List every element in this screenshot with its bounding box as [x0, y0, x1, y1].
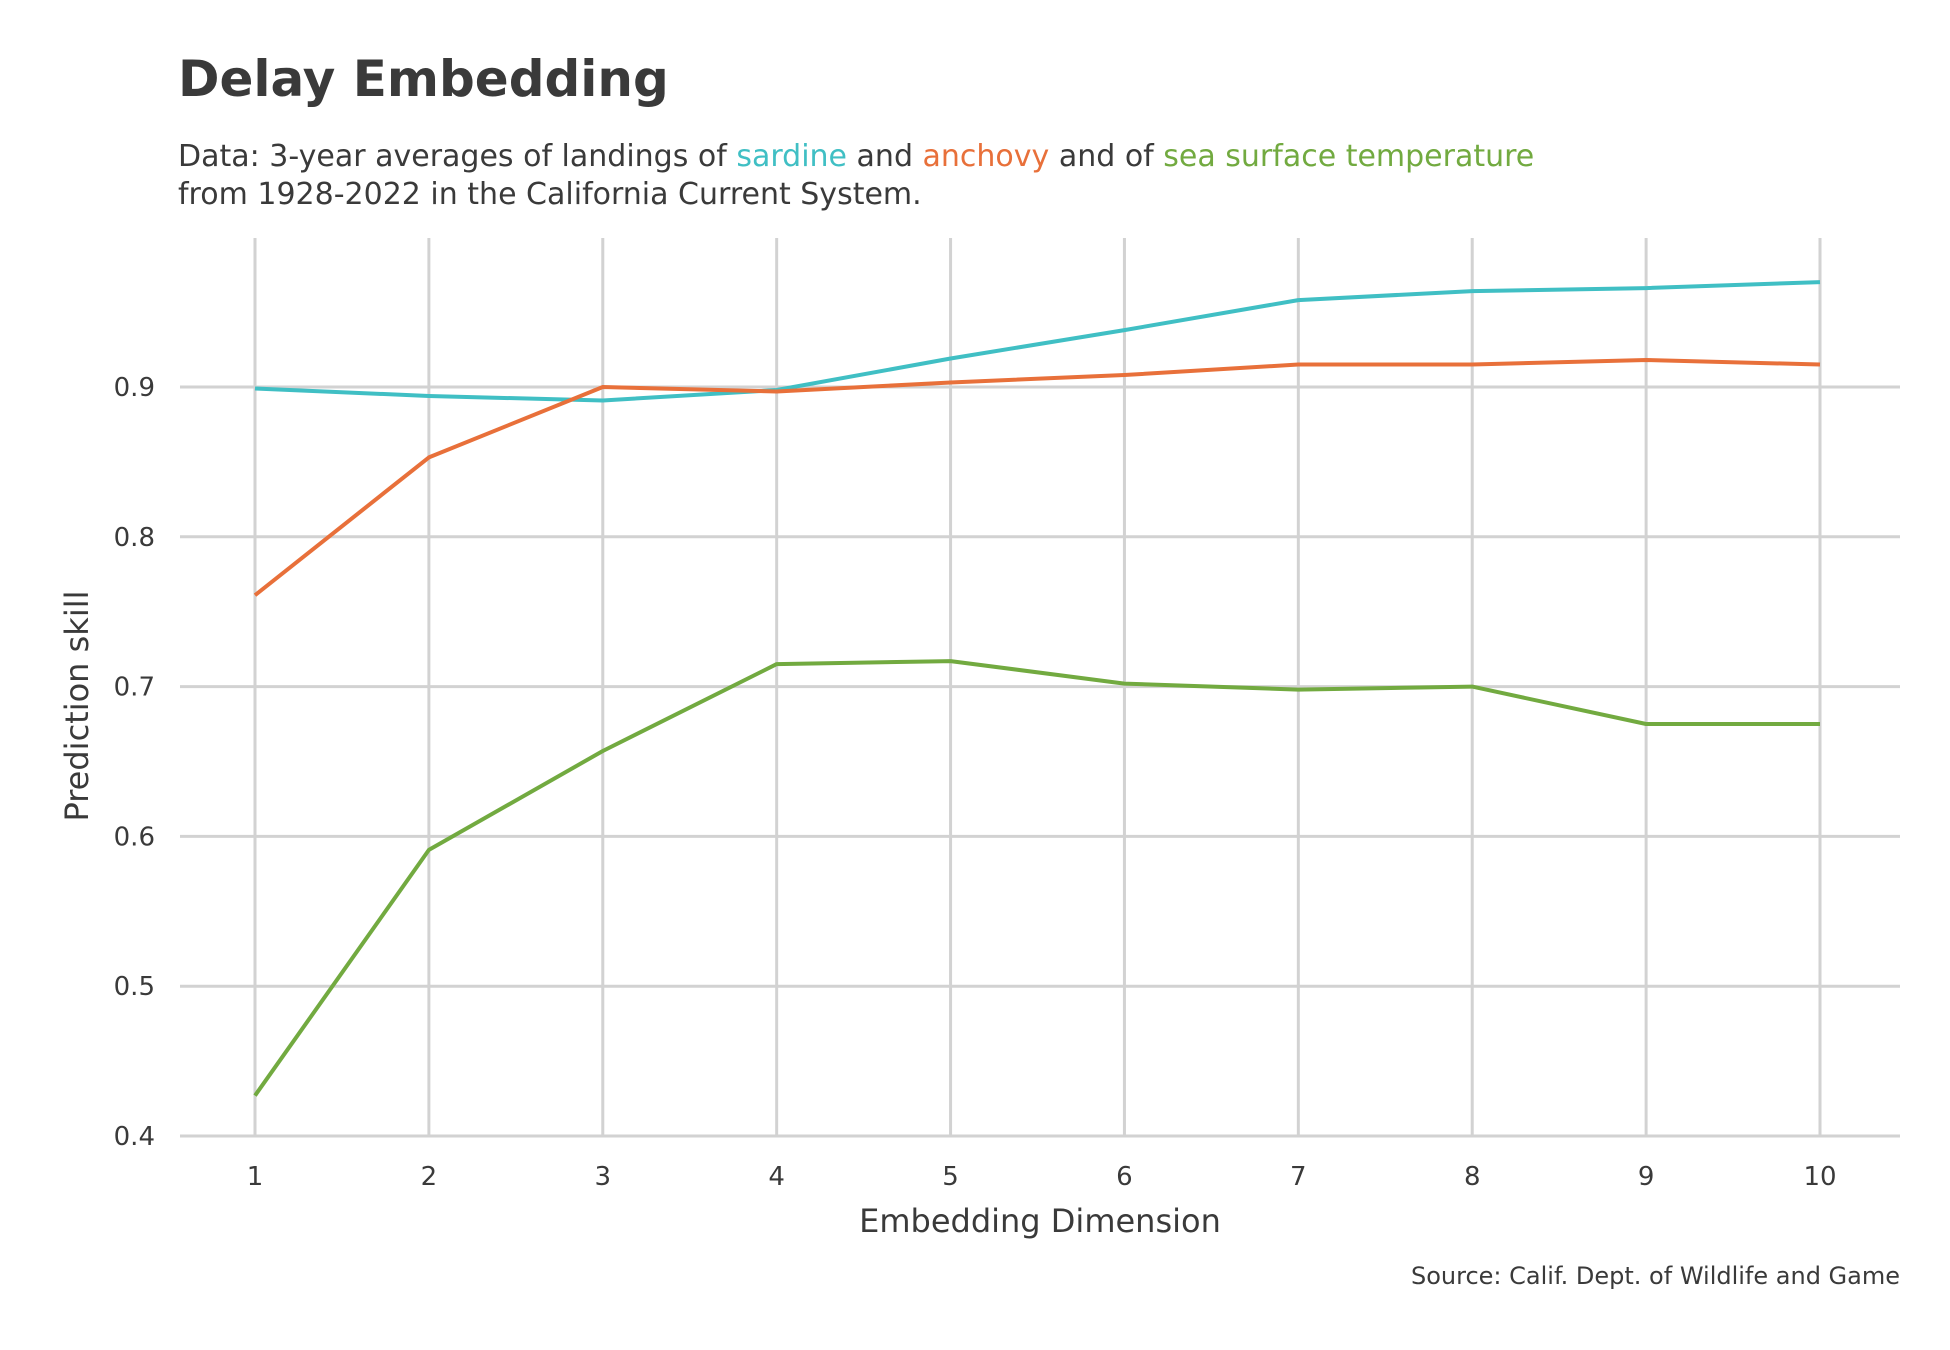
- series-line-sea-surface-temperature: [253, 659, 1820, 1097]
- y-tick-label: 0.6: [114, 822, 155, 852]
- subtitle-sst: sea surface temperature: [1163, 139, 1535, 174]
- x-tick-label: 4: [768, 1162, 785, 1192]
- x-tick-label: 10: [1803, 1162, 1836, 1192]
- subtitle-text: and: [847, 139, 923, 174]
- y-tick-label: 0.5: [114, 972, 155, 1002]
- subtitle-text: and of: [1049, 139, 1164, 174]
- x-tick-label: 7: [1290, 1162, 1307, 1192]
- chart-subtitle: Data: 3-year averages of landings of sar…: [178, 138, 1534, 214]
- source-caption: Source: Calif. Dept. of Wildlife and Gam…: [1411, 1262, 1900, 1290]
- x-tick-label: 8: [1464, 1162, 1481, 1192]
- series-lines: [253, 280, 1821, 1097]
- y-tick-label: 0.4: [114, 1122, 155, 1152]
- subtitle-text: Data: 3-year averages of landings of: [178, 139, 737, 174]
- x-tick-labels: 1 2 3 4 5 6 7 8 9 10: [247, 1162, 1837, 1192]
- series-line-anchovy: [253, 358, 1821, 597]
- y-tick-label: 0.9: [114, 373, 155, 403]
- subtitle-anchovy: anchovy: [922, 139, 1050, 174]
- x-tick-label: 5: [942, 1162, 959, 1192]
- x-axis-label: Embedding Dimension: [859, 1202, 1221, 1240]
- x-tick-label: 6: [1116, 1162, 1133, 1192]
- y-axis-label: Prediction skill: [58, 590, 96, 821]
- subtitle-sardine: sardine: [736, 139, 848, 174]
- y-tick-label: 0.7: [114, 673, 155, 703]
- y-tick-labels: 0.4 0.5 0.6 0.7 0.8 0.9: [114, 373, 155, 1152]
- x-tick-label: 2: [421, 1162, 438, 1192]
- grid-lines: [180, 238, 1900, 1138]
- chart-title: Delay Embedding: [178, 50, 669, 108]
- series-line-sardine: [254, 280, 1821, 403]
- x-tick-label: 3: [595, 1162, 612, 1192]
- x-tick-label: 9: [1638, 1162, 1655, 1192]
- subtitle-line2: from 1928-2022 in the California Current…: [178, 177, 922, 212]
- x-tick-label: 1: [247, 1162, 264, 1192]
- y-tick-label: 0.8: [114, 523, 155, 553]
